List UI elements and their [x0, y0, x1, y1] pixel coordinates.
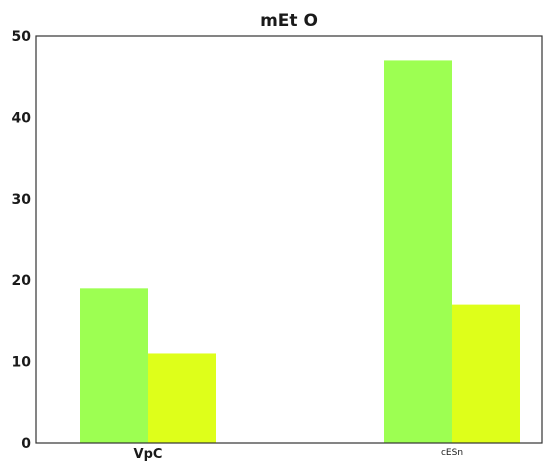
x-tick-label-cesn: cESn — [441, 448, 463, 458]
plot-area-frame — [35, 35, 543, 444]
bars-layer — [80, 60, 520, 444]
y-tick-label: 10 — [12, 355, 32, 371]
chart-title: mEt O — [260, 11, 318, 31]
y-axis: 0 10 20 30 40 50 — [12, 29, 32, 452]
bar-cesn-series-2 — [452, 304, 520, 443]
y-tick-label: 40 — [12, 110, 32, 126]
x-axis: VpC cESn — [134, 447, 463, 462]
y-tick-label: 50 — [12, 29, 32, 45]
y-tick-label: 30 — [12, 192, 32, 208]
x-tick-label-vpc: VpC — [134, 447, 163, 462]
bar-vpc-series-2 — [148, 353, 216, 443]
bar-cesn-series-1 — [384, 60, 452, 444]
y-tick-label: 0 — [21, 436, 31, 452]
bar-vpc-series-1 — [80, 288, 148, 443]
y-tick-label: 20 — [12, 273, 32, 289]
